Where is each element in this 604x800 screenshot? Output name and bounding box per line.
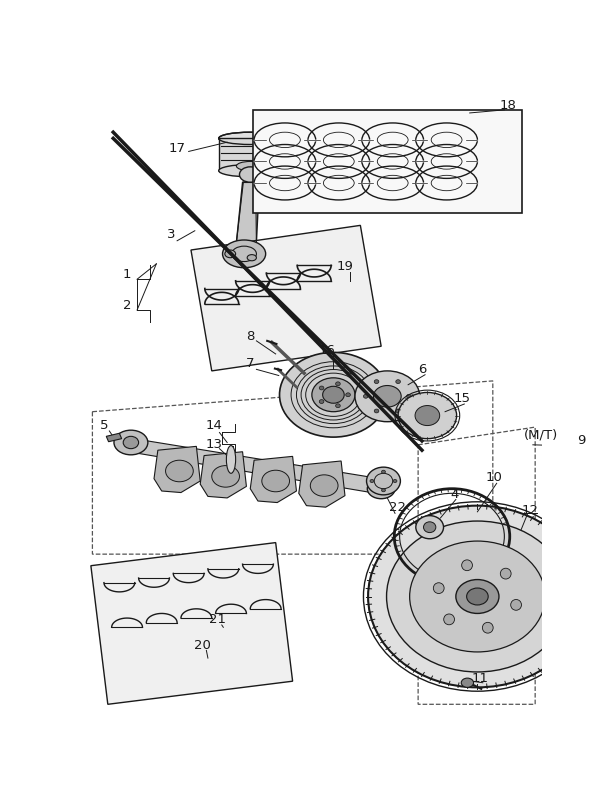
Polygon shape bbox=[120, 436, 385, 495]
Ellipse shape bbox=[456, 579, 499, 614]
Text: 21: 21 bbox=[210, 613, 226, 626]
Ellipse shape bbox=[236, 162, 264, 170]
Ellipse shape bbox=[320, 400, 324, 403]
Text: 2: 2 bbox=[123, 299, 131, 312]
Ellipse shape bbox=[373, 386, 401, 407]
Text: 3: 3 bbox=[167, 228, 176, 241]
Ellipse shape bbox=[382, 470, 385, 474]
Polygon shape bbox=[154, 446, 200, 493]
Ellipse shape bbox=[123, 436, 138, 449]
Ellipse shape bbox=[212, 466, 239, 487]
Ellipse shape bbox=[263, 161, 269, 173]
Ellipse shape bbox=[398, 393, 457, 438]
Ellipse shape bbox=[367, 467, 400, 495]
Ellipse shape bbox=[367, 478, 395, 498]
Ellipse shape bbox=[239, 167, 261, 182]
Polygon shape bbox=[200, 452, 246, 498]
Ellipse shape bbox=[461, 678, 474, 687]
Ellipse shape bbox=[280, 353, 387, 437]
Text: 19: 19 bbox=[336, 261, 353, 274]
Text: 20: 20 bbox=[194, 639, 211, 652]
Polygon shape bbox=[191, 226, 381, 371]
Text: 14: 14 bbox=[205, 419, 222, 432]
Polygon shape bbox=[91, 542, 292, 704]
Bar bbox=[219, 138, 282, 170]
Text: 4: 4 bbox=[450, 488, 458, 502]
Text: 18: 18 bbox=[500, 98, 516, 112]
Circle shape bbox=[500, 568, 511, 579]
Circle shape bbox=[444, 614, 454, 625]
Ellipse shape bbox=[336, 382, 340, 386]
Text: 10: 10 bbox=[486, 471, 503, 485]
Ellipse shape bbox=[336, 404, 340, 408]
Ellipse shape bbox=[406, 394, 411, 398]
Ellipse shape bbox=[374, 409, 379, 413]
Ellipse shape bbox=[410, 541, 545, 652]
Ellipse shape bbox=[374, 380, 379, 383]
Ellipse shape bbox=[423, 522, 436, 533]
Ellipse shape bbox=[247, 254, 257, 261]
Ellipse shape bbox=[225, 250, 236, 258]
Ellipse shape bbox=[323, 386, 344, 403]
Ellipse shape bbox=[226, 446, 236, 474]
Ellipse shape bbox=[364, 394, 368, 398]
Circle shape bbox=[433, 582, 444, 594]
Ellipse shape bbox=[312, 378, 355, 412]
Text: 13: 13 bbox=[205, 438, 222, 450]
Circle shape bbox=[461, 560, 472, 570]
Bar bbox=[252, 110, 522, 213]
Text: 7: 7 bbox=[246, 358, 254, 370]
Ellipse shape bbox=[396, 409, 400, 413]
Ellipse shape bbox=[355, 371, 420, 422]
Ellipse shape bbox=[387, 521, 568, 672]
Polygon shape bbox=[106, 434, 121, 442]
Text: 8: 8 bbox=[246, 330, 254, 342]
Text: 16: 16 bbox=[319, 344, 336, 357]
Text: 11: 11 bbox=[472, 672, 489, 685]
Text: 12: 12 bbox=[521, 504, 538, 517]
Ellipse shape bbox=[219, 165, 282, 177]
Ellipse shape bbox=[415, 406, 440, 426]
Text: 6: 6 bbox=[418, 363, 426, 376]
Ellipse shape bbox=[467, 588, 488, 605]
Circle shape bbox=[483, 622, 493, 633]
Ellipse shape bbox=[370, 479, 374, 482]
Circle shape bbox=[511, 599, 521, 610]
Ellipse shape bbox=[165, 460, 193, 482]
Text: 9: 9 bbox=[577, 434, 585, 447]
Ellipse shape bbox=[262, 470, 289, 492]
Text: 17: 17 bbox=[169, 142, 185, 155]
Ellipse shape bbox=[320, 386, 324, 390]
Ellipse shape bbox=[345, 393, 350, 397]
Polygon shape bbox=[250, 456, 297, 502]
Ellipse shape bbox=[219, 132, 282, 145]
Ellipse shape bbox=[368, 506, 586, 687]
Text: 5: 5 bbox=[100, 419, 108, 432]
Ellipse shape bbox=[396, 380, 400, 383]
Polygon shape bbox=[299, 461, 345, 507]
Ellipse shape bbox=[222, 240, 266, 268]
Ellipse shape bbox=[393, 479, 397, 482]
Ellipse shape bbox=[382, 489, 385, 492]
Text: 22: 22 bbox=[389, 502, 406, 514]
Ellipse shape bbox=[416, 516, 443, 538]
Ellipse shape bbox=[310, 475, 338, 496]
Ellipse shape bbox=[114, 430, 148, 455]
Polygon shape bbox=[236, 180, 260, 242]
Text: 15: 15 bbox=[454, 392, 471, 405]
Text: 1: 1 bbox=[123, 268, 131, 281]
Text: (M/T): (M/T) bbox=[524, 428, 557, 442]
